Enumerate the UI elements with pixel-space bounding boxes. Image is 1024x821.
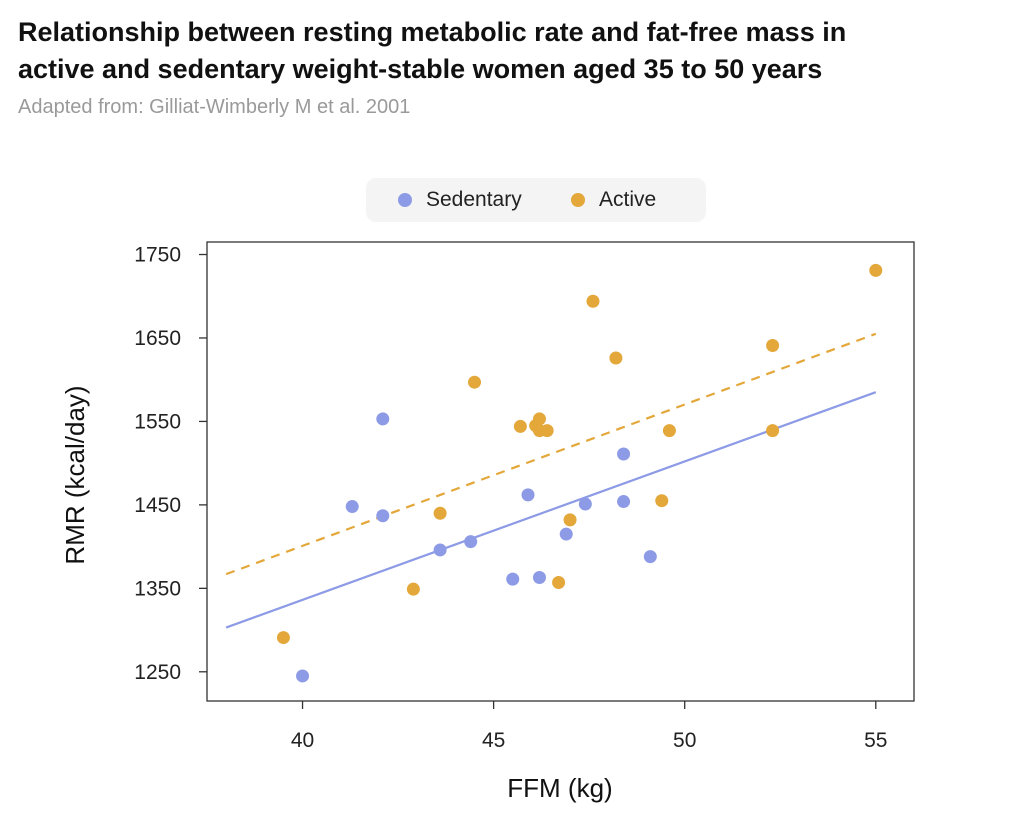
- chart-subtitle: Adapted from: Gilliat-Wimberly M et al. …: [18, 96, 411, 118]
- legend-item-sedentary: Sedentary: [398, 178, 522, 222]
- data-point-sedentary: [464, 535, 478, 549]
- data-point-active: [276, 631, 290, 645]
- chart-title-line-1: Relationship between resting metabolic r…: [18, 17, 847, 47]
- legend-marker-active-icon: [571, 193, 585, 207]
- x-tick-label: 55: [864, 729, 887, 752]
- chart-title-line-2: active and sedentary weight-stable women…: [18, 54, 823, 84]
- y-tick-label: 1250: [134, 661, 181, 684]
- data-point-sedentary: [506, 572, 520, 586]
- data-point-active: [433, 506, 447, 520]
- y-tick-label: 1450: [134, 494, 181, 517]
- y-axis: 1250 1350 1450 1550 1650 1750: [134, 244, 207, 684]
- legend-marker-sedentary-icon: [398, 193, 412, 207]
- x-axis: 40 45 50 55: [291, 701, 887, 752]
- data-point-active: [563, 513, 577, 527]
- data-point-sedentary: [617, 495, 631, 509]
- x-tick-label: 50: [673, 729, 696, 752]
- data-point-sedentary: [532, 570, 546, 584]
- plot-area-frame: [206, 241, 915, 702]
- data-point-sedentary: [433, 543, 447, 557]
- y-axis-label: RMR (kcal/day): [60, 385, 90, 564]
- y-tick-label: 1350: [134, 577, 181, 600]
- data-point-sedentary: [559, 527, 573, 541]
- chart-title: Relationship between resting metabolic r…: [18, 14, 1008, 88]
- data-point-active: [766, 338, 780, 352]
- data-point-active: [662, 424, 676, 438]
- legend-item-active: Active: [571, 178, 656, 222]
- trend-line-active: [225, 332, 877, 576]
- y-tick-label: 1650: [134, 327, 181, 350]
- data-point-sedentary: [578, 497, 592, 511]
- y-tick-label: 1750: [134, 244, 181, 267]
- data-point-active: [468, 375, 482, 389]
- data-point-sedentary: [345, 500, 359, 514]
- data-point-active: [513, 419, 527, 433]
- y-tick-label: 1550: [134, 410, 181, 433]
- data-point-sedentary: [376, 509, 390, 523]
- data-point-active: [766, 424, 780, 438]
- data-point-sedentary: [376, 412, 390, 426]
- data-points: [276, 263, 883, 683]
- trend-lines: [225, 332, 877, 629]
- x-axis-label: FFM (kg): [507, 773, 612, 803]
- data-point-active: [552, 575, 566, 589]
- chart-legend: Sedentary Active: [366, 178, 706, 222]
- data-point-sedentary: [643, 550, 657, 564]
- data-point-active: [532, 412, 546, 426]
- legend-label-sedentary: Sedentary: [426, 188, 522, 211]
- data-point-active: [586, 294, 600, 308]
- data-point-active: [609, 351, 623, 365]
- data-point-active: [540, 424, 554, 438]
- x-tick-label: 40: [291, 729, 314, 752]
- data-point-sedentary: [617, 447, 631, 461]
- data-point-active: [655, 494, 669, 508]
- legend-label-active: Active: [599, 188, 657, 211]
- data-point-sedentary: [521, 488, 535, 502]
- data-point-active: [869, 263, 883, 277]
- data-point-sedentary: [296, 669, 310, 683]
- data-point-active: [406, 582, 420, 596]
- x-tick-label: 45: [482, 729, 505, 752]
